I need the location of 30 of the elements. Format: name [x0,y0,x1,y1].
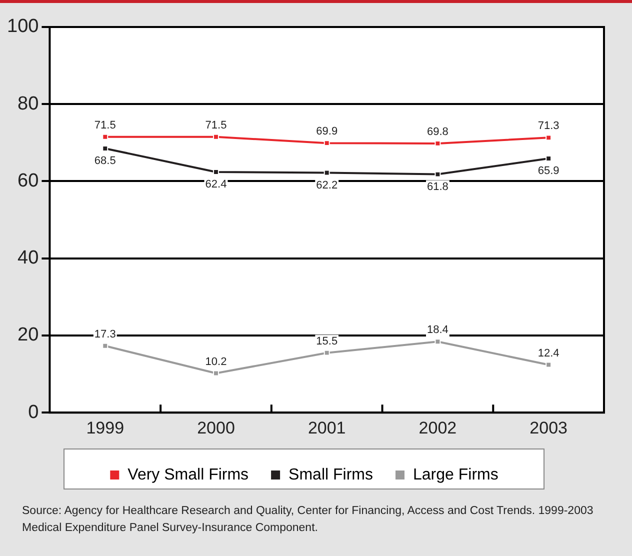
x-tick-label: 2001 [308,418,346,438]
data-label: 69.8 [427,126,448,138]
data-label: 61.8 [427,180,448,193]
data-label: 71.3 [538,120,560,132]
data-label: 62.4 [205,178,227,191]
y-tick-label: 100 [7,16,39,38]
data-label: 62.2 [316,179,338,192]
y-tick-label: 0 [28,402,39,423]
data-label: 15.5 [316,335,338,348]
x-tick-label: 1999 [86,418,124,438]
data-label: 12.4 [538,347,560,360]
data-label: 65.9 [538,165,560,178]
x-tick-label: 2002 [418,418,457,438]
x-tick-label: 2003 [530,418,568,438]
data-label: 69.9 [316,126,338,138]
data-label: 10.2 [205,356,227,368]
data-label: 68.5 [94,154,116,167]
y-tick-label: 40 [18,248,39,269]
legend-label: Small Firms [288,466,373,484]
data-label: 18.4 [427,324,448,336]
y-tick-label: 60 [18,170,39,192]
data-label: 17.3 [94,328,116,340]
data-label: 71.5 [94,119,116,132]
y-tick-label: 20 [18,324,39,346]
legend-label: Very Small Firms [128,466,249,484]
source-note: Source: Agency for Healthcare Research and Quality, Center for Financing, Access and Cost Trends. 1999-2003 Medical Expenditure Panel Survey-Insurance Component. [22,504,594,536]
x-tick-label: 2000 [197,418,235,438]
y-tick-label: 80 [18,93,39,114]
data-label: 71.5 [205,119,227,132]
legend-label: Large Firms [412,466,498,484]
